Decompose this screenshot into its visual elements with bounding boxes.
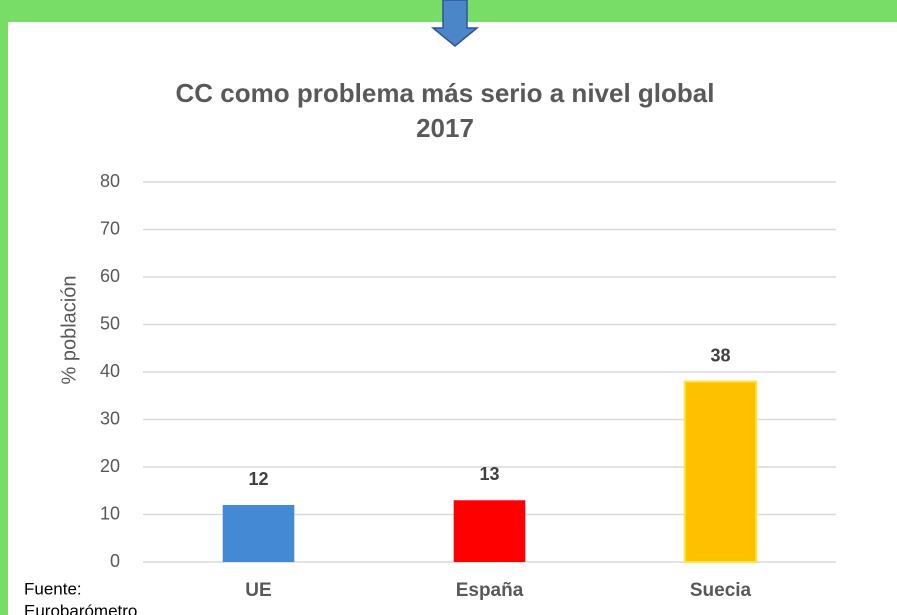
data-label: 38 [710, 345, 730, 365]
y-tick-label: 60 [100, 266, 120, 286]
data-label: 12 [248, 469, 268, 489]
chart-subtitle: 2017 [416, 113, 474, 143]
source-name: Eurobarómetro [24, 601, 137, 615]
arrow [430, 0, 480, 47]
x-tick-label: España [456, 580, 524, 601]
y-tick-label: 50 [100, 313, 120, 333]
bar [453, 500, 526, 562]
y-tick-label: 80 [100, 171, 120, 191]
chart-title: CC como problema más serio a nivel globa… [176, 78, 715, 108]
bar [222, 505, 295, 562]
chart-panel [8, 22, 897, 615]
y-tick-label: 40 [100, 361, 120, 381]
source-label: Fuente: [24, 579, 82, 598]
y-tick-label: 10 [100, 503, 120, 523]
y-tick-label: 0 [110, 551, 120, 571]
x-tick-label: Suecia [690, 580, 752, 601]
y-axis-label: % población [58, 276, 80, 385]
y-tick-label: 70 [100, 218, 120, 238]
y-tick-label: 20 [100, 456, 120, 476]
data-label: 13 [479, 464, 499, 484]
y-tick-label: 30 [100, 408, 120, 428]
x-tick-label: UE [245, 580, 271, 601]
bar [683, 380, 758, 563]
